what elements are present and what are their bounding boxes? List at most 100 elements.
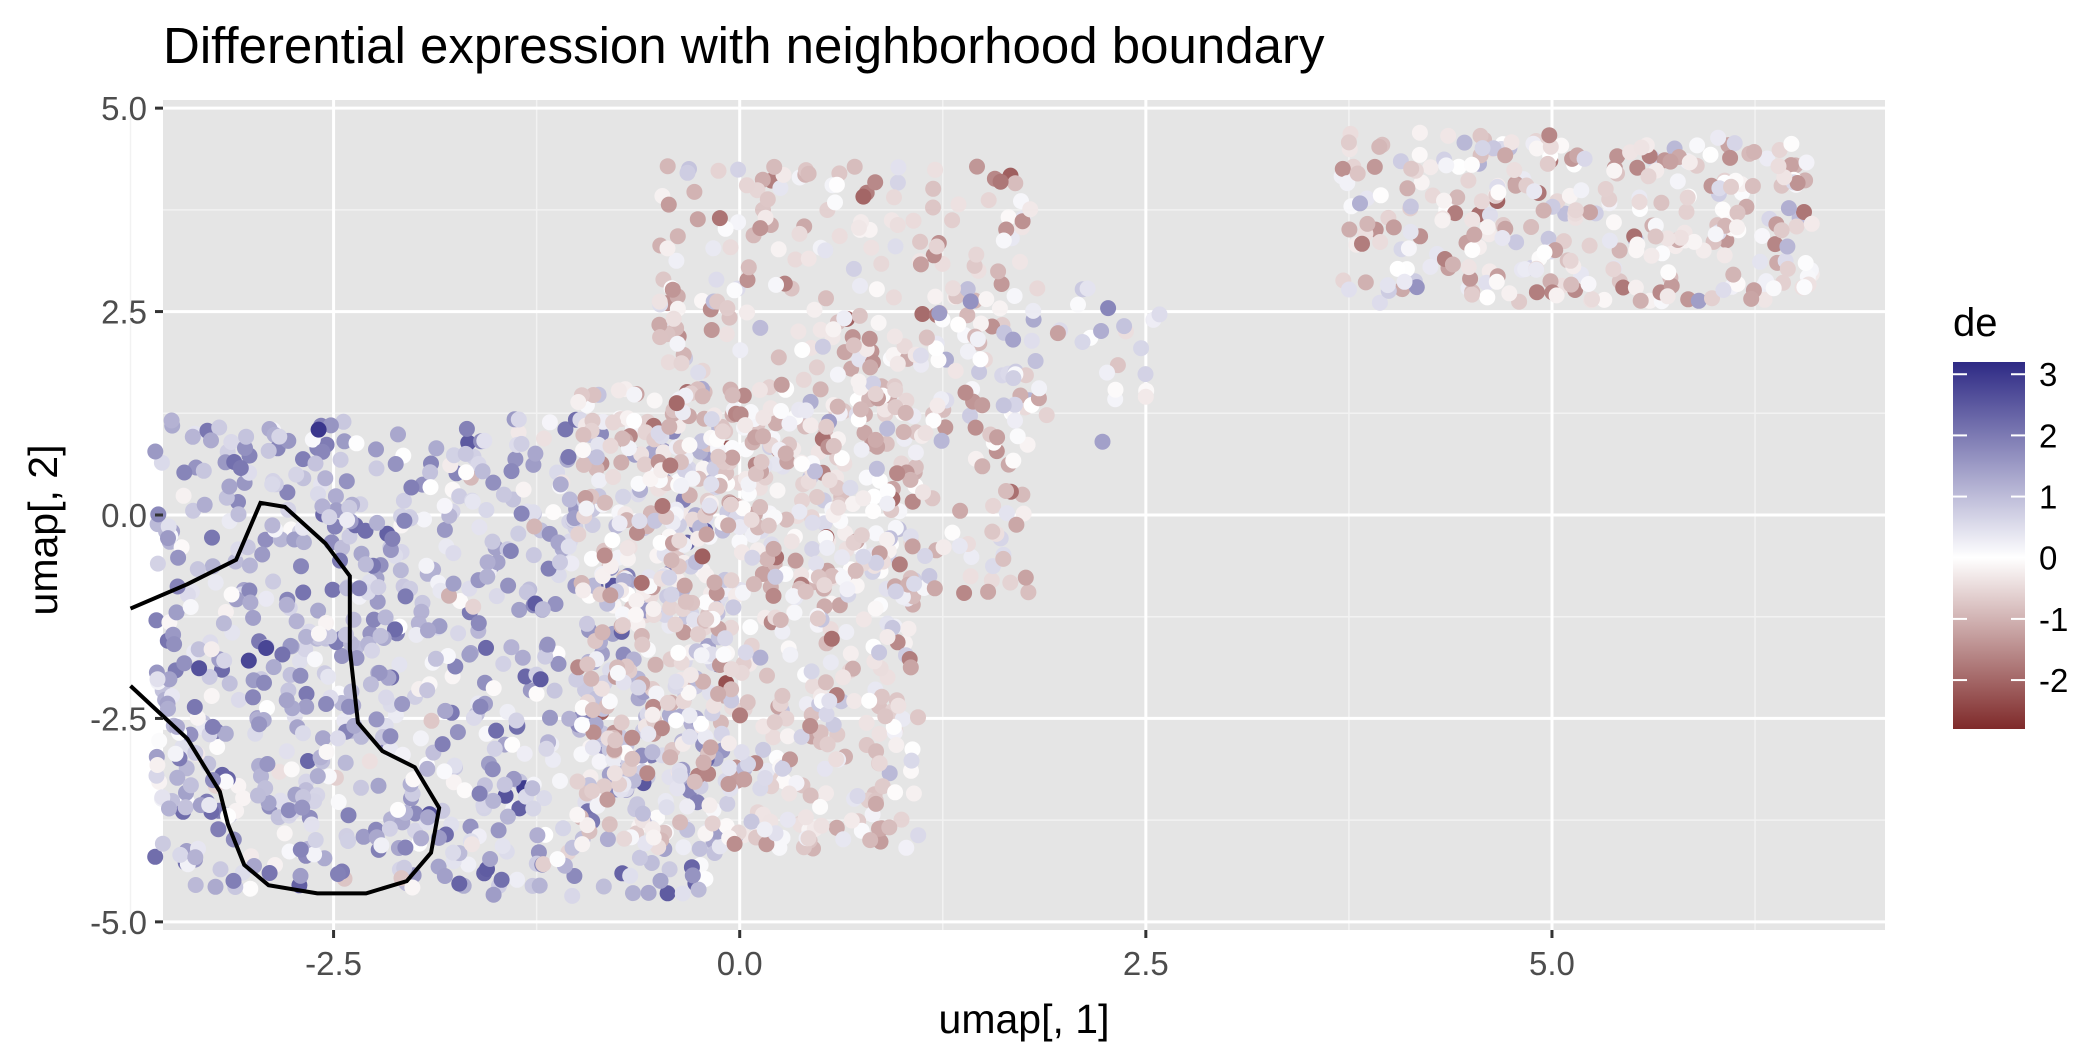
- data-point: [689, 211, 706, 228]
- data-point: [660, 196, 677, 213]
- data-point: [710, 685, 727, 702]
- data-point: [900, 620, 917, 637]
- data-point: [223, 586, 240, 603]
- data-point: [1722, 149, 1739, 166]
- data-point: [722, 239, 739, 256]
- data-point: [1000, 209, 1017, 226]
- data-point: [207, 878, 224, 895]
- data-point: [1341, 281, 1357, 298]
- data-point: [853, 441, 870, 458]
- data-point: [720, 517, 737, 534]
- data-point: [536, 430, 552, 447]
- data-point: [390, 426, 406, 443]
- data-point: [295, 725, 311, 742]
- data-point: [868, 460, 885, 477]
- data-point: [624, 750, 641, 767]
- data-point: [852, 277, 868, 294]
- data-point: [945, 280, 961, 297]
- data-point: [327, 488, 344, 505]
- data-point: [640, 726, 657, 742]
- data-point: [274, 646, 291, 663]
- data-point: [1107, 381, 1124, 398]
- data-point: [690, 881, 707, 898]
- data-point: [187, 849, 204, 866]
- data-point: [458, 420, 475, 437]
- data-point: [494, 838, 511, 854]
- data-point: [495, 486, 512, 503]
- data-point: [989, 429, 1006, 446]
- data-point: [184, 428, 201, 445]
- data-point: [1497, 147, 1514, 164]
- data-point: [500, 577, 517, 594]
- data-point: [170, 549, 187, 566]
- data-point: [149, 555, 166, 572]
- data-point: [1023, 332, 1040, 349]
- data-point: [555, 820, 572, 837]
- data-point: [752, 319, 769, 336]
- data-point: [339, 512, 356, 528]
- data-point: [322, 417, 339, 434]
- data-point: [552, 773, 568, 789]
- data-point: [264, 476, 281, 493]
- data-point: [661, 418, 678, 435]
- data-point: [1714, 201, 1731, 218]
- data-point: [668, 673, 685, 690]
- data-point: [952, 502, 969, 519]
- data-point: [1548, 287, 1565, 304]
- data-point: [1339, 175, 1356, 192]
- data-point: [681, 437, 698, 454]
- data-point: [904, 538, 921, 555]
- data-point: [765, 540, 782, 557]
- data-point: [154, 835, 171, 852]
- data-point: [196, 496, 213, 513]
- data-point: [387, 621, 403, 638]
- data-point: [419, 760, 436, 777]
- data-point: [626, 412, 643, 429]
- data-point: [852, 401, 869, 418]
- y-tick-label: 2.5: [101, 294, 147, 331]
- data-point: [295, 451, 311, 468]
- data-point: [1789, 175, 1806, 191]
- data-point: [230, 506, 247, 523]
- data-point: [1660, 264, 1677, 281]
- data-point: [704, 815, 721, 832]
- data-point: [245, 689, 261, 706]
- data-point: [1780, 200, 1797, 217]
- data-point: [1765, 280, 1782, 297]
- data-point: [808, 359, 825, 376]
- data-point: [460, 856, 477, 873]
- data-point: [1679, 189, 1696, 206]
- data-point: [403, 479, 420, 496]
- data-point: [773, 376, 790, 393]
- data-point: [956, 585, 973, 601]
- data-point: [451, 488, 468, 505]
- data-point: [1628, 242, 1645, 259]
- data-point: [770, 241, 787, 258]
- data-point: [451, 875, 468, 892]
- data-point: [176, 464, 193, 481]
- data-point: [867, 386, 884, 402]
- data-point: [283, 761, 300, 778]
- y-axis: 5.0 2.5 0.0 -2.5 -5.0: [90, 90, 163, 941]
- data-point: [478, 502, 495, 518]
- data-point: [1389, 260, 1406, 277]
- legend-label: 0: [2039, 540, 2057, 577]
- data-point: [546, 682, 563, 699]
- data-point: [947, 362, 964, 379]
- data-point: [471, 785, 488, 802]
- data-point: [166, 636, 183, 653]
- data-point: [298, 628, 315, 645]
- data-point: [413, 603, 430, 620]
- data-point: [646, 392, 663, 409]
- data-point: [885, 719, 902, 735]
- data-point: [195, 462, 212, 479]
- data-point: [369, 514, 386, 531]
- data-point: [850, 373, 867, 390]
- data-point: [765, 729, 782, 746]
- data-point: [604, 532, 621, 549]
- data-point: [967, 419, 984, 436]
- data-point: [701, 797, 718, 814]
- data-point: [814, 338, 831, 355]
- data-point: [1472, 127, 1489, 144]
- data-point: [599, 831, 616, 848]
